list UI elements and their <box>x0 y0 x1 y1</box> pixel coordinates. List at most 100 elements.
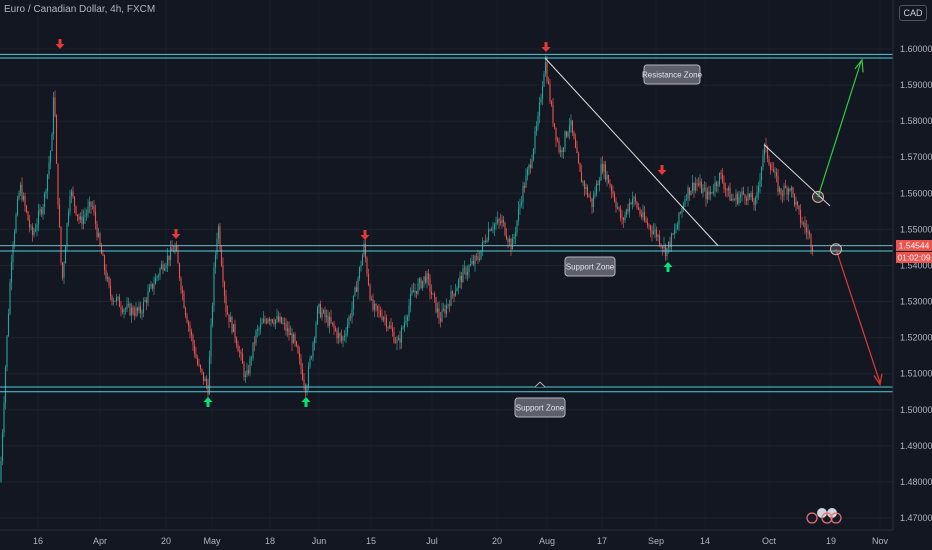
candle-body <box>81 216 83 224</box>
candle-body <box>742 191 745 195</box>
candle-body <box>397 338 400 340</box>
candle-body <box>378 309 380 311</box>
candle-body <box>760 167 763 181</box>
candle-body <box>525 175 527 188</box>
event-badges[interactable] <box>806 508 842 524</box>
candle-body <box>216 238 218 255</box>
candle-body <box>430 291 433 295</box>
candle-body <box>384 317 386 319</box>
candle-body <box>688 187 691 196</box>
candle-body <box>507 239 509 243</box>
candle-body <box>67 212 70 224</box>
candle-body <box>615 201 617 208</box>
candle-body <box>396 339 398 343</box>
candle-body <box>646 221 649 226</box>
swing-high-arrow <box>541 42 551 52</box>
candle-body <box>715 182 718 187</box>
candle-body <box>178 263 181 279</box>
time-tick-label: Apr <box>93 536 107 546</box>
candle-body <box>73 196 76 207</box>
candle-body <box>727 187 730 191</box>
candle-body <box>573 132 575 139</box>
candle-body <box>297 345 299 354</box>
price-axis[interactable]: 1.60000 1.59000 1.58000 1.57000 1.56000 1.550… <box>892 0 932 530</box>
candle-body <box>160 264 163 269</box>
candle-body <box>171 247 173 251</box>
candle-body <box>489 229 491 231</box>
currency-button[interactable]: CAD <box>899 5 927 21</box>
candle-body <box>183 293 185 308</box>
candle-body <box>0 460 2 482</box>
candle-body <box>505 235 508 240</box>
svg-text:1.54544: 1.54544 <box>899 241 930 251</box>
candle-body <box>768 158 770 165</box>
price-tick-label: 1.47000 <box>900 513 932 523</box>
candle-body <box>115 297 118 302</box>
candle-body <box>804 222 806 228</box>
candle-body <box>429 278 431 292</box>
price-tick-label: 1.49000 <box>900 441 932 451</box>
candle-body <box>315 323 317 339</box>
candle-body <box>195 354 197 359</box>
candle-body <box>94 211 97 224</box>
candle-body <box>535 126 538 132</box>
candle-body <box>417 283 419 294</box>
symbol-title: Euro / Canadian Dollar, 4h, FXCM <box>4 4 156 15</box>
candle-body <box>628 202 631 212</box>
candle-body <box>307 366 310 387</box>
candle-body <box>810 234 812 248</box>
swing-high-arrow <box>55 39 65 49</box>
candle-body <box>685 198 688 200</box>
candle-body <box>663 244 665 249</box>
time-tick-label: Oct <box>762 536 777 546</box>
candle-body <box>96 223 98 237</box>
candle-body <box>567 132 569 137</box>
candle-body <box>787 188 790 195</box>
candle-body <box>246 370 248 376</box>
candle-body <box>141 312 143 314</box>
candle-body <box>562 147 565 153</box>
candle-body <box>204 378 206 382</box>
candle-body <box>492 228 494 230</box>
candle-body <box>451 291 454 294</box>
price-tick-label: 1.53000 <box>900 297 932 307</box>
candle-body <box>339 333 341 336</box>
candle-body <box>247 370 250 374</box>
candle-body <box>598 180 601 186</box>
candle-body <box>82 216 85 224</box>
candle-body <box>240 351 242 354</box>
candle-body <box>169 247 172 260</box>
candle-body <box>127 303 130 305</box>
candle-body <box>436 308 439 313</box>
candle-body <box>414 290 416 293</box>
candle-body <box>475 256 478 257</box>
candle-body <box>432 293 434 295</box>
candle-body <box>769 164 772 170</box>
candle-body <box>54 97 56 116</box>
candle-body <box>691 182 694 192</box>
candle-body <box>682 205 685 208</box>
candle-body <box>46 174 49 192</box>
candle-body <box>561 150 563 153</box>
candle-body <box>34 229 37 232</box>
candle-body <box>354 287 356 296</box>
candle-body <box>442 309 445 311</box>
price-tick-label: 1.48000 <box>900 477 932 487</box>
candle-body <box>642 212 644 217</box>
candle-body <box>358 267 361 279</box>
candle-body <box>579 162 581 172</box>
candle-body <box>553 123 556 128</box>
candle-body <box>76 214 79 217</box>
candle-body <box>124 308 127 310</box>
candle-body <box>486 239 488 242</box>
candle-body <box>529 164 532 168</box>
candle-body <box>747 193 749 201</box>
candle-body <box>250 358 253 360</box>
time-axis[interactable]: 16 Apr 20 May 18 Jun 15 Jul 20 Aug 17 Sep 14 Oct 19 Nov <box>0 529 893 546</box>
candle-body <box>271 319 274 323</box>
candle-body <box>244 375 247 377</box>
time-tick-label: Sep <box>648 536 664 546</box>
candle-body <box>481 241 484 251</box>
candle-body <box>714 182 716 192</box>
